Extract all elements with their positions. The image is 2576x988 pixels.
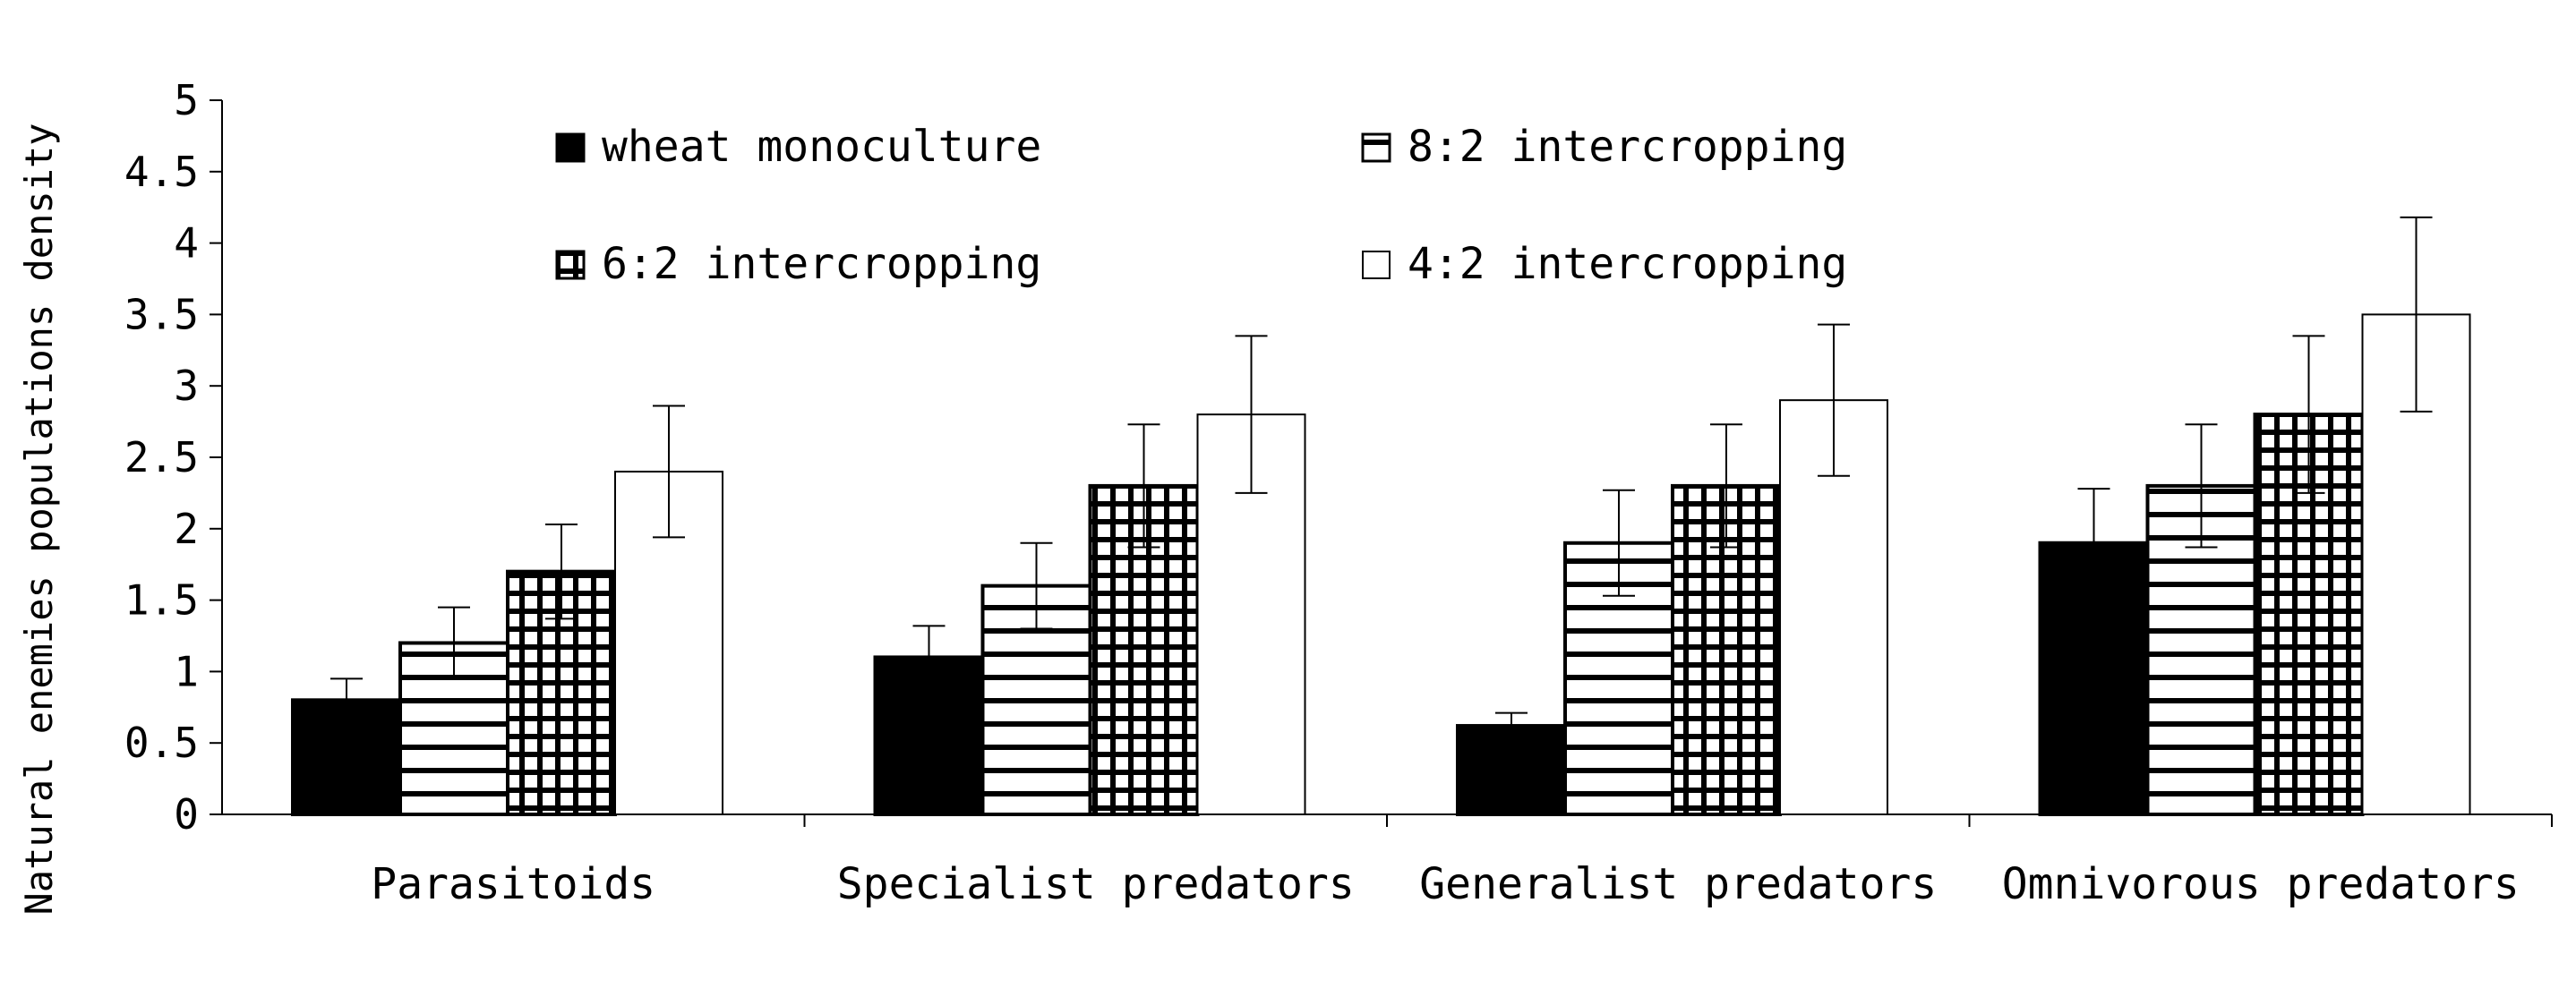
y-axis-label: Natural enemies populations density: [17, 123, 61, 915]
legend-label: 6:2 intercropping: [602, 239, 1041, 289]
legend-swatch: [555, 250, 586, 280]
y-tick-label: 2: [174, 505, 199, 553]
legend-swatch: [1361, 132, 1391, 163]
y-tick-label: 4: [174, 219, 199, 268]
legend: wheat monoculture 8:2 intercropping 6:2 in…: [555, 122, 1847, 289]
y-tick-label: 2.5: [124, 433, 199, 481]
y-tick-label: 0.5: [124, 719, 199, 767]
bars: [291, 313, 2471, 817]
y-tick-label: 4.5: [124, 148, 199, 196]
legend-label: wheat monoculture: [602, 122, 1041, 172]
legend-swatch: [1362, 251, 1391, 279]
y-tick-label: 0: [174, 790, 199, 839]
y-tick-label: 3.5: [124, 290, 199, 338]
x-tick-label: Specialist predators: [837, 859, 1355, 909]
y-tick-label: 1: [174, 647, 199, 695]
x-tick-label: Omnivorous predators: [2002, 859, 2520, 909]
legend-label: 4:2 intercropping: [1408, 239, 1847, 289]
y-tick-label: 3: [174, 362, 199, 410]
error-bars: [330, 216, 2433, 740]
x-tick-labels: Parasitoids Specialist predators Generalis…: [371, 859, 2519, 909]
y-tick-label: 1.5: [124, 576, 199, 625]
x-tick-label: Parasitoids: [371, 859, 655, 909]
y-tick-label: 5: [174, 76, 199, 124]
x-tick-label: Generalist predators: [1419, 859, 1937, 909]
legend-swatch: [555, 132, 586, 163]
legend-label: 8:2 intercropping: [1408, 122, 1847, 172]
